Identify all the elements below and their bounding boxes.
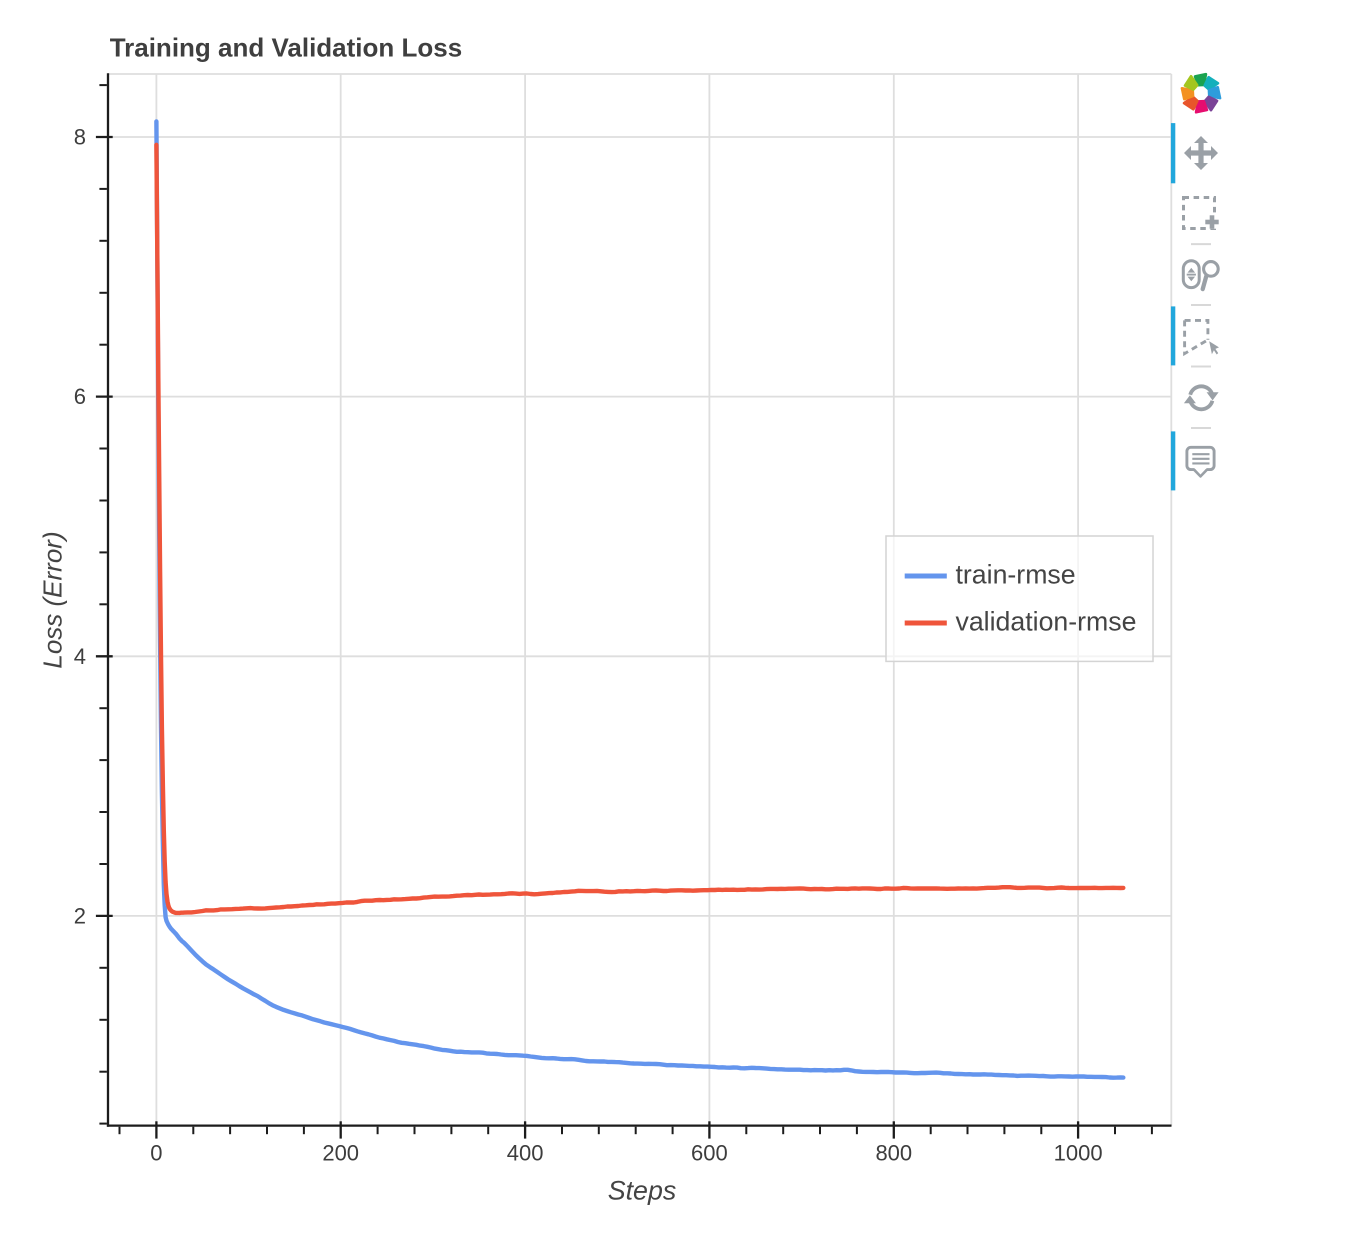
svg-text:1000: 1000 [1054, 1141, 1103, 1166]
svg-text:200: 200 [322, 1141, 359, 1166]
svg-text:800: 800 [875, 1141, 912, 1166]
svg-text:Loss (Error): Loss (Error) [37, 531, 67, 668]
svg-text:0: 0 [150, 1141, 162, 1166]
svg-text:6: 6 [74, 384, 86, 409]
svg-text:validation-rmse: validation-rmse [956, 607, 1137, 637]
svg-text:train-rmse: train-rmse [956, 560, 1076, 590]
svg-text:4: 4 [74, 644, 86, 669]
svg-text:400: 400 [507, 1141, 544, 1166]
svg-text:8: 8 [74, 125, 86, 150]
svg-text:600: 600 [691, 1141, 728, 1166]
svg-text:Training and Validation Loss: Training and Validation Loss [110, 32, 463, 62]
svg-text:2: 2 [74, 903, 86, 928]
svg-text:Steps: Steps [608, 1176, 677, 1206]
